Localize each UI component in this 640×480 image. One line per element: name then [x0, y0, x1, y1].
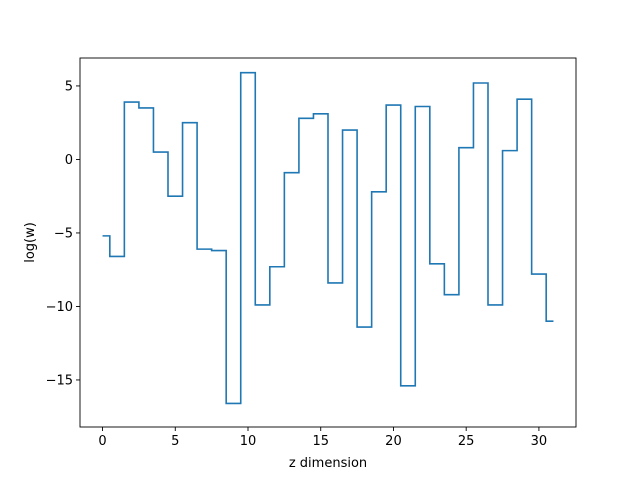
plot-frame: [79, 57, 577, 428]
y-tick-label: 0: [65, 153, 73, 168]
x-tick-label: 30: [531, 434, 548, 449]
x-tick-label: 5: [171, 434, 179, 449]
y-axis-label: log(w): [23, 222, 38, 263]
y-tick-label: −10: [46, 300, 73, 315]
series-line: [102, 71, 554, 405]
x-tick-label: 15: [312, 434, 329, 449]
x-tick-label: 0: [98, 434, 106, 449]
x-tick-label: 25: [458, 434, 475, 449]
y-tick-label: −5: [54, 226, 73, 241]
y-tick-label: −15: [46, 373, 73, 388]
axis-ticks: 0 5 10 15 20 25 30 −15 −10 −5 0 5: [46, 79, 548, 449]
x-tick-label: 20: [385, 434, 402, 449]
x-axis-label: z dimension: [289, 456, 367, 471]
x-tick-label: 10: [240, 434, 257, 449]
y-tick-label: 5: [65, 79, 73, 94]
